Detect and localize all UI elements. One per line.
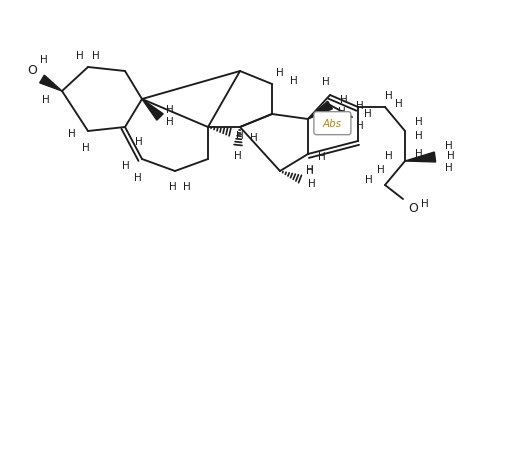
Text: H: H [338,107,346,117]
Text: H: H [415,149,423,159]
Polygon shape [40,76,62,92]
Text: H: H [445,141,453,151]
Text: H: H [166,117,174,127]
Text: H: H [322,77,330,87]
Polygon shape [308,102,332,120]
Text: H: H [169,182,177,192]
Text: H: H [290,76,298,86]
Text: H: H [308,179,316,188]
Text: H: H [445,162,453,172]
Text: O: O [27,63,37,76]
Text: H: H [395,99,403,109]
Text: H: H [356,121,364,131]
Text: H: H [385,151,393,161]
Text: H: H [92,51,100,61]
Text: H: H [415,117,423,127]
Text: H: H [306,166,314,176]
Text: H: H [236,131,244,141]
Text: H: H [415,131,423,141]
Text: H: H [447,151,455,161]
Text: O: O [408,201,418,214]
Text: H: H [356,101,364,111]
Polygon shape [405,153,436,162]
Text: H: H [183,182,191,192]
Text: H: H [76,51,84,61]
Text: H: H [365,175,373,185]
Text: H: H [306,165,314,175]
Text: H: H [276,68,284,78]
Text: H: H [82,143,90,153]
Text: Abs: Abs [323,119,342,129]
Text: H: H [166,105,174,115]
Polygon shape [142,100,163,121]
Text: H: H [340,95,348,105]
Text: H: H [364,109,372,119]
Text: H: H [377,165,385,175]
Text: H: H [421,198,429,208]
Text: H: H [40,55,48,65]
Text: H: H [42,95,50,105]
Text: H: H [234,151,242,161]
FancyBboxPatch shape [314,112,351,136]
Text: H: H [122,161,130,171]
Text: H: H [134,172,142,182]
Text: H: H [135,136,143,147]
Text: H: H [385,91,393,101]
Text: H: H [68,129,76,139]
Text: H: H [250,133,258,143]
Text: H: H [318,152,326,162]
